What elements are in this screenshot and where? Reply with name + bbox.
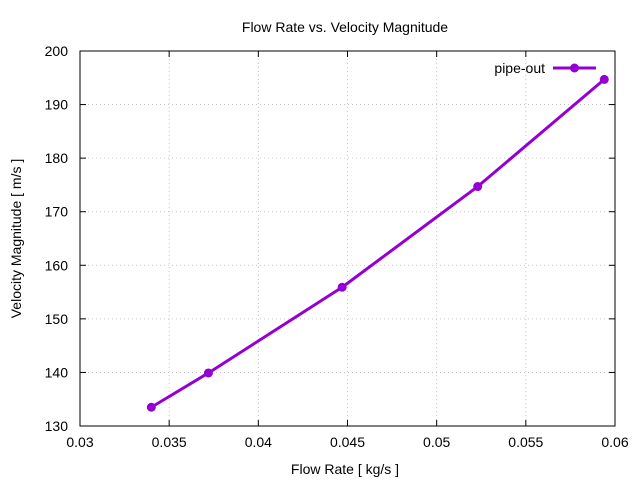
x-tick-label: 0.035	[152, 434, 187, 450]
data-point	[473, 182, 483, 192]
y-tick-label: 130	[45, 418, 69, 434]
y-tick-label: 140	[45, 364, 69, 380]
x-axis-title: Flow Rate [ kg/s ]	[291, 461, 399, 477]
data-point	[599, 74, 609, 84]
x-tick-label: 0.055	[508, 434, 543, 450]
x-tick-label: 0.03	[66, 434, 93, 450]
y-tick-label: 180	[45, 150, 69, 166]
x-tick-label: 0.05	[423, 434, 450, 450]
legend: pipe-out	[494, 60, 596, 76]
axis-ticks: 0.03 0.035 0.04 0.045 0.05 0.055 0.06 130 140 150…	[45, 43, 629, 450]
y-tick-label: 170	[45, 204, 69, 220]
data-point	[203, 368, 213, 378]
legend-label: pipe-out	[494, 60, 545, 76]
series-layer	[146, 74, 609, 412]
data-point	[146, 402, 156, 412]
legend-marker	[570, 63, 579, 73]
data-point	[337, 282, 347, 292]
y-tick-label: 190	[45, 97, 69, 113]
y-axis-title: Velocity Magnitude [ m/s ]	[8, 159, 24, 319]
x-tick-label: 0.06	[601, 434, 628, 450]
x-tick-label: 0.04	[245, 434, 272, 450]
y-tick-label: 160	[45, 257, 69, 273]
y-tick-label: 200	[45, 43, 69, 59]
chart-title: Flow Rate vs. Velocity Magnitude	[242, 19, 448, 35]
grid	[80, 51, 615, 426]
x-tick-label: 0.045	[330, 434, 365, 450]
y-tick-label: 150	[45, 311, 69, 327]
series-line	[150, 78, 606, 409]
